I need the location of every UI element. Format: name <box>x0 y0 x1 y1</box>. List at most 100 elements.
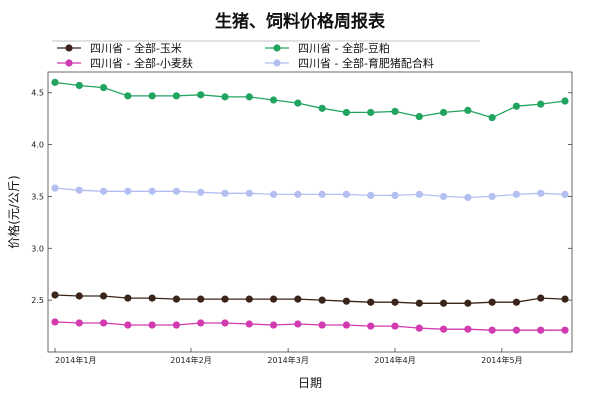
data-point <box>391 322 399 330</box>
series-4 <box>51 184 569 202</box>
legend-marker <box>65 59 73 67</box>
data-point <box>342 108 351 117</box>
data-point <box>172 187 181 195</box>
data-point <box>512 102 521 110</box>
legend-item: 四川省 - 全部-豆粕 <box>265 41 390 55</box>
data-point <box>488 192 496 201</box>
data-point <box>269 321 278 329</box>
data-point <box>342 190 351 198</box>
data-point <box>75 186 83 194</box>
x-axis-title: 日期 <box>298 376 322 390</box>
data-point <box>367 322 375 330</box>
y-axis: 2.5 3.0 3.5 4.0 4.5 <box>31 89 572 305</box>
data-point <box>439 325 448 333</box>
data-point <box>172 321 181 329</box>
data-point <box>221 295 229 303</box>
data-point <box>124 294 132 302</box>
data-point <box>464 325 472 333</box>
data-point <box>391 298 399 306</box>
data-point <box>464 299 472 307</box>
series-line <box>54 321 565 331</box>
data-point <box>439 299 448 307</box>
data-point <box>197 319 205 327</box>
data-point <box>415 299 423 307</box>
data-point <box>148 321 156 329</box>
data-point <box>415 324 423 332</box>
data-point <box>537 100 545 108</box>
data-point <box>464 106 472 114</box>
data-point <box>51 291 59 299</box>
series-lines <box>51 78 569 334</box>
data-point <box>197 91 205 99</box>
data-point <box>415 112 423 121</box>
series-2 <box>51 78 569 122</box>
legend-item: 四川省 - 全部-玉米 <box>57 41 182 55</box>
data-point <box>367 298 375 306</box>
y-tick-label: 4.0 <box>31 141 44 150</box>
data-point <box>99 187 108 195</box>
x-tick-label: 2014年1月 <box>55 355 96 365</box>
data-point <box>342 321 351 329</box>
data-point <box>294 190 302 198</box>
data-point <box>439 108 448 117</box>
x-tick-label: 2014年2月 <box>170 355 211 365</box>
data-point <box>269 295 278 303</box>
legend-marker <box>273 59 281 67</box>
legend-label: 四川省 - 全部-小麦麸 <box>90 56 193 70</box>
x-tick-label: 2014年5月 <box>481 355 522 365</box>
data-point <box>512 298 521 306</box>
data-point <box>124 321 132 329</box>
data-point <box>269 96 278 104</box>
data-point <box>415 190 423 198</box>
data-point <box>537 294 545 302</box>
data-point <box>172 295 181 303</box>
data-point <box>561 326 569 334</box>
data-point <box>318 104 326 112</box>
data-point <box>269 190 278 198</box>
data-point <box>51 78 59 86</box>
data-point <box>99 292 108 300</box>
data-point <box>391 107 399 116</box>
legend-marker <box>65 44 73 52</box>
data-point <box>488 326 496 334</box>
series-line <box>54 294 566 304</box>
data-point <box>561 190 569 198</box>
data-point <box>197 295 205 303</box>
data-point <box>99 319 108 327</box>
x-axis: 2014年1月 2014年2月 2014年3月 2014年4月 2014年5月 <box>54 348 523 365</box>
data-point <box>464 193 472 202</box>
legend-marker <box>273 44 281 52</box>
legend-item: 四川省 - 全部-小麦麸 <box>57 56 193 70</box>
chart-title: 生猪、饲料价格周报表 <box>215 11 386 32</box>
data-point <box>318 190 326 198</box>
data-point <box>99 83 108 92</box>
data-point <box>537 189 545 197</box>
data-point <box>537 326 545 334</box>
y-tick-label: 3.0 <box>31 244 44 253</box>
legend-label: 四川省 - 全部-育肥猪配合料 <box>298 56 434 70</box>
data-point <box>294 320 302 328</box>
legend-item: 四川省 - 全部-育肥猪配合料 <box>265 56 434 70</box>
data-point <box>245 320 253 328</box>
x-tick-label: 2014年3月 <box>267 355 308 365</box>
series-1 <box>51 291 569 307</box>
data-point <box>512 326 521 334</box>
data-point <box>294 295 302 303</box>
y-axis-title: 价格(元/公斤) <box>6 175 21 248</box>
data-point <box>367 191 375 200</box>
data-point <box>561 97 569 105</box>
data-point <box>294 99 302 107</box>
data-point <box>245 93 253 101</box>
data-point <box>318 296 326 304</box>
data-point <box>124 187 132 195</box>
data-point <box>148 294 156 302</box>
data-point <box>221 189 229 197</box>
series-3 <box>51 318 569 334</box>
data-point <box>221 319 229 327</box>
data-point <box>245 295 253 303</box>
data-point <box>488 298 496 306</box>
data-point <box>75 81 83 90</box>
data-point <box>439 192 448 201</box>
